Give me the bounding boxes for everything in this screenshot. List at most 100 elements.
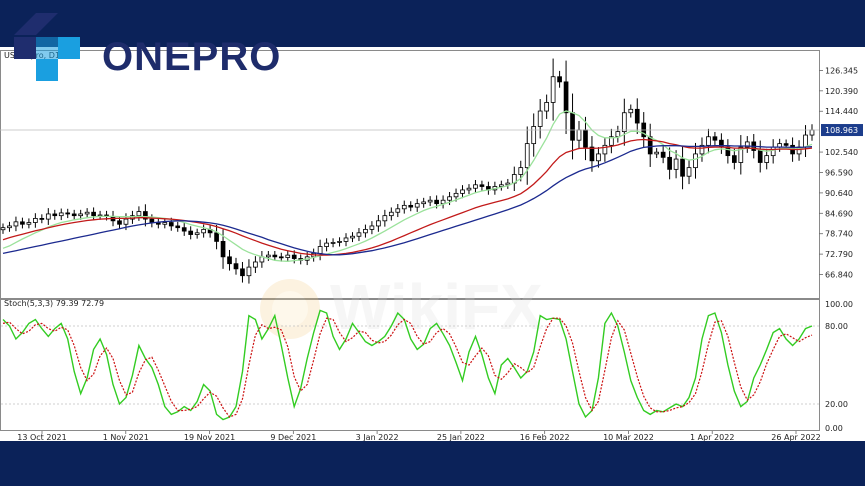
candle: [699, 137, 705, 162]
candle: [26, 218, 32, 229]
candle: [421, 197, 427, 208]
candle: [356, 228, 362, 242]
axes: 126.345 120.390 114.440 108.963 102.540 96.59…: [17, 66, 863, 441]
stoch-signal-line: [2, 317, 813, 418]
price-panel-border: [0, 50, 820, 299]
candle: [388, 207, 394, 221]
candle: [686, 159, 692, 185]
candle: [337, 237, 342, 247]
candle: [615, 125, 621, 143]
onepro-logo-text: ONEPRO: [102, 35, 282, 79]
candle: [693, 142, 698, 179]
stoch-tick-label: 20.00: [825, 400, 848, 409]
candle: [440, 195, 446, 209]
candle: [259, 251, 265, 268]
candle: [201, 224, 206, 238]
candle: [673, 150, 679, 179]
candle: [246, 259, 252, 284]
candle: [505, 178, 511, 189]
candle: [330, 238, 336, 248]
candle: [499, 180, 504, 191]
candle: [770, 139, 776, 164]
price-tick-label: 78.740: [825, 230, 853, 239]
candle: [58, 208, 64, 221]
candle: [369, 221, 375, 235]
candle: [227, 249, 232, 271]
price-tick-label: 108.963: [825, 126, 858, 135]
candle: [155, 218, 161, 229]
current-price-tag: [821, 124, 863, 137]
candle: [84, 208, 90, 219]
price-tick-label: 90.640: [825, 189, 853, 198]
candle: [809, 124, 815, 141]
candle: [266, 251, 271, 261]
price-tick-label: 84.690: [825, 209, 853, 218]
candle: [149, 214, 155, 228]
x-tick-label: 26 Apr 2022: [771, 433, 820, 441]
candle: [71, 209, 77, 220]
candle: [634, 98, 640, 135]
price-tick-label: 96.590: [825, 168, 853, 177]
candle: [408, 201, 414, 212]
candle: [350, 232, 355, 243]
candle: [738, 135, 744, 175]
candle: [20, 217, 25, 229]
onepro-logo-mark: [14, 13, 80, 81]
candle: [91, 207, 96, 221]
candle: [524, 126, 530, 185]
candle: [52, 209, 58, 220]
candle: [544, 94, 549, 119]
candle: [764, 148, 770, 170]
price-tick-label: 120.390: [825, 87, 858, 96]
candle: [39, 214, 45, 224]
candle: [460, 185, 465, 199]
price-tick-label: 102.540: [825, 148, 858, 157]
candle: [654, 148, 660, 159]
candle: [395, 204, 401, 218]
candle: [343, 233, 349, 247]
candle: [13, 216, 19, 232]
candle: [272, 251, 278, 261]
x-tick-label: 9 Dec 2021: [270, 433, 316, 441]
onepro-logo: ONEPRO: [8, 11, 280, 91]
candle: [143, 204, 148, 227]
candle: [181, 222, 187, 236]
x-tick-label: 13 Oct 2021: [17, 433, 66, 441]
candle: [466, 184, 472, 195]
candle: [175, 221, 181, 232]
price-tick-label: 126.345: [825, 66, 858, 75]
candle: [414, 198, 420, 212]
ma-mid-line: [2, 138, 813, 256]
candle: [317, 239, 323, 261]
candle: [162, 218, 168, 229]
x-tick-label: 16 Feb 2022: [520, 433, 570, 441]
ma-slow-line: [2, 145, 813, 256]
candle: [537, 99, 543, 139]
candle: [596, 147, 601, 168]
candle: [253, 256, 258, 273]
candle: [382, 209, 388, 227]
candle: [0, 223, 6, 234]
candle: [621, 98, 627, 146]
chart-canvas: WikiFX 126.345 120.390 114.440 108.963 102.5…: [0, 50, 863, 441]
candle: [78, 209, 84, 220]
candle: [563, 60, 569, 135]
candle: [240, 261, 245, 283]
watermark-text: WikiFX: [330, 271, 543, 343]
stoch-tick-label: 80.00: [825, 322, 848, 331]
candle: [401, 200, 407, 214]
candle: [757, 140, 763, 173]
candle: [660, 146, 666, 164]
candle: [65, 208, 71, 219]
candle: [214, 224, 219, 250]
candle: [479, 180, 485, 191]
x-tick-label: 1 Apr 2022: [690, 433, 734, 441]
x-tick-label: 1 Nov 2021: [103, 433, 149, 441]
candle: [278, 252, 284, 262]
candle: [712, 131, 718, 145]
candle: [557, 70, 562, 88]
candle: [233, 257, 239, 275]
candle: [531, 113, 537, 157]
candle: [628, 104, 634, 118]
candle: [511, 166, 517, 191]
